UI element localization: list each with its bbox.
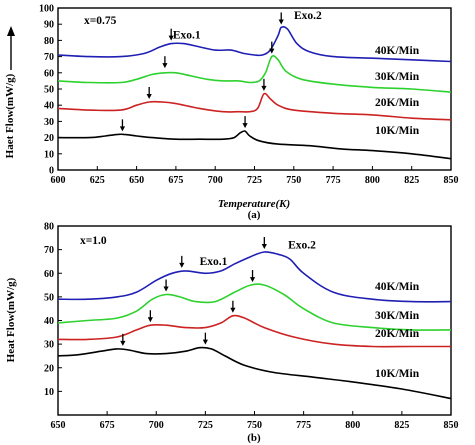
peak-arrow: [249, 270, 256, 283]
x-tick-label: 700: [208, 175, 223, 186]
y-tick-label: 50: [44, 292, 54, 303]
x-tick-label: 600: [51, 175, 66, 186]
panel-a-composition-label: x=0.75: [84, 15, 117, 27]
x-tick-label: 700: [149, 420, 164, 431]
series-label: 40K/Min: [375, 281, 420, 293]
x-tick-label: 725: [247, 175, 262, 186]
series-label: 30K/Min: [375, 71, 420, 83]
peak-arrow: [179, 255, 185, 268]
y-tick-label: 20: [44, 363, 54, 374]
y-tick-label: 0: [49, 166, 54, 177]
x-tick-label: 650: [129, 175, 144, 186]
peak-arrow: [261, 78, 267, 91]
series-line-40kmin: [57, 251, 452, 303]
peak-arrow: [163, 279, 169, 292]
y-tick-label: 60: [44, 269, 54, 280]
panel-b-series-labels: 40K/Min 30K/Min 20K/Min 10K/Min: [375, 281, 420, 380]
panel-b-exo1-annotation: Exo.1: [200, 256, 228, 268]
series-label: 20K/Min: [375, 328, 420, 340]
y-tick-label: 80: [44, 222, 54, 233]
x-tick-label: 775: [296, 420, 311, 431]
peak-arrow: [119, 119, 126, 132]
peak-arrow: [120, 333, 126, 346]
panel-a-ticks: 600 625 650 675 700 725 750 775 800 825 850 0 10 20 30…: [39, 4, 459, 187]
series-line-30kmin: [57, 55, 452, 93]
peak-arrow: [147, 310, 153, 323]
peak-arrow: [162, 56, 168, 69]
peak-arrow: [202, 332, 208, 345]
panel-b-composition-label: x=1.0: [80, 235, 107, 247]
series-label: 10K/Min: [375, 125, 420, 137]
panel-a-panel-label: (a): [248, 209, 261, 221]
panel-b-series: [57, 251, 452, 400]
y-tick-label: 100: [39, 4, 54, 15]
peak-arrow: [242, 116, 248, 129]
panel-a-peak-arrows: [119, 12, 284, 132]
series-line-40kmin: [57, 25, 452, 63]
panel-a-exo1-annotation: Exo.1: [173, 29, 201, 41]
panel-b-panel-label: (b): [247, 432, 261, 444]
y-tick-label: 40: [44, 316, 54, 327]
y-tick-label: 10: [44, 387, 54, 398]
x-tick-label: 775: [326, 175, 341, 186]
panel-a-series-labels: 40K/Min 30K/Min 20K/Min 10K/Min: [375, 45, 420, 137]
series-label: 40K/Min: [375, 45, 420, 57]
x-tick-label: 850: [444, 420, 459, 431]
panel-a-y-axis-label: Haet Flow(mW/g): [4, 73, 16, 158]
y-tick-label: 30: [44, 117, 54, 128]
x-tick-label: 825: [394, 420, 409, 431]
x-tick-label: 800: [345, 420, 360, 431]
series-line-20kmin: [57, 314, 451, 348]
series-line-30kmin: [57, 283, 452, 331]
series-line-10kmin: [57, 130, 452, 160]
x-tick-label: 750: [247, 420, 262, 431]
series-label: 30K/Min: [375, 310, 420, 322]
y-tick-label: 10: [44, 149, 54, 160]
y-tick-label: 90: [44, 20, 54, 31]
panel-a: 600 625 650 675 700 725 750 775 800 825 850 0 10 20 30…: [4, 4, 459, 222]
panel-b: 650 675 700 725 750 775 800 825 850 10 20 30 40 50 60 7…: [5, 222, 459, 445]
y-tick-label: 80: [44, 36, 54, 47]
y-tick-label: 40: [44, 101, 54, 112]
y-tick-label: 60: [44, 68, 54, 79]
panel-b-y-axis-label: Heat Flow(mW/g): [5, 277, 17, 362]
peak-arrow: [269, 41, 275, 54]
y-tick-label: 30: [44, 340, 54, 351]
x-tick-label: 850: [444, 175, 459, 186]
panel-a-exo2-annotation: Exo.2: [294, 10, 322, 22]
peak-arrow: [230, 300, 236, 313]
x-tick-label: 675: [168, 175, 183, 186]
panel-b-peak-arrows: [120, 236, 267, 346]
panel-a-x-axis-label: Temperature(K): [218, 198, 290, 210]
y-tick-label: 20: [44, 133, 54, 144]
series-line-10kmin: [57, 346, 452, 400]
y-tick-label: 70: [44, 52, 54, 63]
x-tick-label: 825: [404, 175, 419, 186]
series-line-20kmin: [57, 92, 452, 121]
x-tick-label: 800: [365, 175, 380, 186]
series-label: 10K/Min: [375, 368, 420, 380]
series-label: 20K/Min: [375, 97, 420, 109]
peak-arrow: [261, 236, 267, 249]
y-tick-label: 70: [44, 245, 54, 256]
x-tick-label: 625: [90, 175, 105, 186]
x-tick-label: 725: [198, 420, 213, 431]
panel-a-series: [57, 25, 452, 160]
panel-a-y-axis-arrow: [7, 26, 15, 70]
x-tick-label: 675: [100, 420, 115, 431]
panel-b-exo2-annotation: Exo.2: [288, 239, 316, 251]
x-tick-label: 650: [51, 420, 66, 431]
peak-arrow: [168, 28, 174, 41]
y-tick-label: 50: [44, 85, 54, 96]
peak-arrow: [146, 86, 152, 99]
x-tick-label: 750: [286, 175, 301, 186]
peak-arrow: [278, 12, 284, 25]
panel-b-ticks: 650 675 700 725 750 775 800 825 850 10 20 30 40 50 60 7…: [44, 222, 459, 432]
